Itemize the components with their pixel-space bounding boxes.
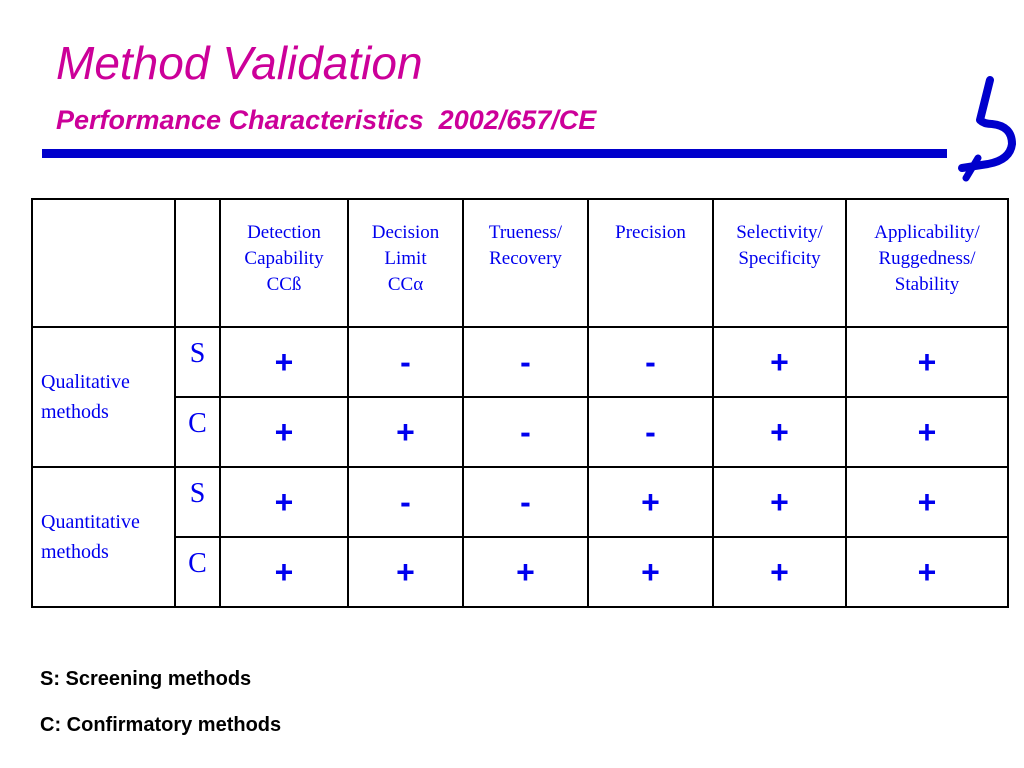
lambda-like-logo-icon (958, 76, 1016, 182)
value-cell: - (587, 396, 714, 468)
value-cell: - (462, 466, 589, 538)
method-type-cell: S (174, 466, 221, 538)
header-applicability-ruggedness-stability: Applicability/ Ruggedness/ Stability (845, 198, 1009, 328)
value-cell: + (845, 326, 1009, 398)
value-cell: + (845, 396, 1009, 468)
value-cell: + (219, 536, 349, 608)
legend-confirmatory: C: Confirmatory methods (40, 714, 282, 736)
value-cell: - (462, 326, 589, 398)
header-row: Detection Capability CCß Decision Limit … (31, 198, 1009, 328)
table-row: Qualitative methods S + - - - + + (31, 326, 1009, 468)
legend-screening: S: Screening methods (40, 668, 252, 690)
header-precision: Precision (587, 198, 714, 328)
value-cell: + (462, 536, 589, 608)
value-cell: - (347, 326, 464, 398)
method-type-cell: C (174, 536, 221, 608)
validation-table: Detection Capability CCß Decision Limit … (31, 198, 1009, 608)
value-cell: + (347, 396, 464, 468)
value-cell: + (347, 536, 464, 608)
value-cell: + (587, 536, 714, 608)
empty-type-header-cell (174, 198, 221, 328)
title-underline (42, 149, 947, 158)
value-cell: - (462, 396, 589, 468)
table-row: Quantitative methods S + - - + + + (31, 466, 1009, 608)
value-cell: - (347, 466, 464, 538)
value-cell: + (712, 536, 847, 608)
value-cell: + (587, 466, 714, 538)
table-row: C + + + + + + (32, 536, 1009, 608)
group-label-qualitative: Qualitative methods (31, 326, 176, 468)
value-cell: + (712, 326, 847, 398)
header-selectivity-specificity: Selectivity/ Specificity (712, 198, 847, 328)
value-cell: + (845, 466, 1009, 538)
value-cell: + (712, 396, 847, 468)
header-detection-capability: Detection Capability CCß (219, 198, 349, 328)
slide-title: Method Validation (56, 37, 423, 89)
empty-corner-cell (31, 198, 176, 328)
slide-subtitle: Performance Characteristics 2002/657/CE (56, 105, 597, 135)
method-type-cell: S (174, 326, 221, 398)
header-trueness-recovery: Trueness/ Recovery (462, 198, 589, 328)
value-cell: + (219, 396, 349, 468)
header-decision-limit: Decision Limit CCα (347, 198, 464, 328)
method-type-cell: C (174, 396, 221, 468)
table-row: C + + - - + + (32, 396, 1009, 468)
value-cell: + (845, 536, 1009, 608)
value-cell: + (219, 466, 349, 538)
group-label-quantitative: Quantitative methods (31, 466, 176, 608)
value-cell: + (712, 466, 847, 538)
value-cell: + (219, 326, 349, 398)
value-cell: - (587, 326, 714, 398)
